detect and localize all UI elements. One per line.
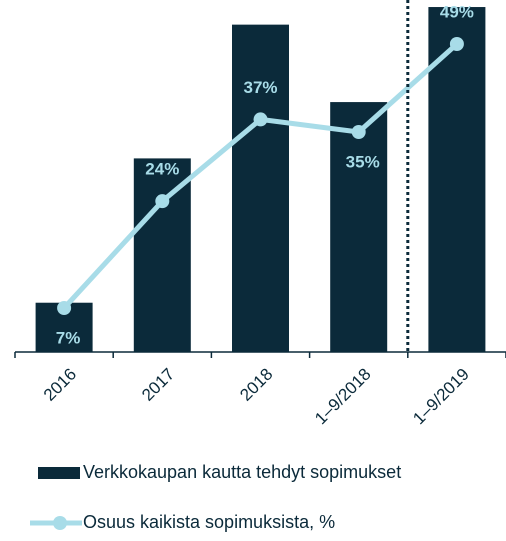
- legend-swatch: [38, 467, 80, 479]
- data-label: 37%: [243, 78, 277, 97]
- x-tick-label: 2016: [40, 365, 80, 405]
- legend-label: Verkkokaupan kautta tehdyt sopimukset: [83, 462, 401, 482]
- bar: [330, 102, 388, 352]
- x-tick-label: 1–9/2019: [409, 365, 473, 429]
- data-label: 49%: [440, 2, 474, 21]
- line-point: [155, 194, 170, 209]
- line-point: [351, 125, 366, 139]
- line-point: [449, 37, 464, 51]
- legend-marker: [53, 516, 67, 530]
- bar: [428, 7, 486, 352]
- x-tick-label: 2018: [236, 365, 276, 405]
- x-tick-label: 2017: [138, 365, 178, 405]
- x-tick-label: 1–9/2018: [311, 365, 375, 429]
- bar: [232, 24, 289, 352]
- data-label: 7%: [56, 328, 81, 347]
- line-point: [57, 301, 72, 315]
- line-point: [253, 112, 268, 127]
- bar: [133, 158, 191, 352]
- legend-label: Osuus kaikista sopimuksista, %: [83, 512, 335, 532]
- data-label: 24%: [145, 160, 179, 179]
- data-label: 35%: [346, 152, 380, 171]
